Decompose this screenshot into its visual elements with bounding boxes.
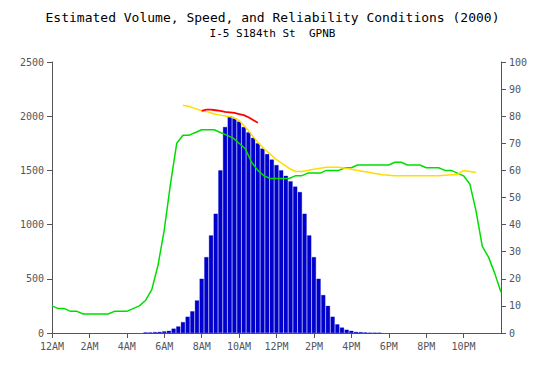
- svg-text:30: 30: [509, 246, 521, 257]
- svg-text:2PM: 2PM: [305, 341, 323, 352]
- svg-text:12PM: 12PM: [264, 341, 288, 352]
- svg-text:50: 50: [509, 192, 521, 203]
- svg-text:10AM: 10AM: [227, 341, 251, 352]
- svg-text:70: 70: [509, 138, 521, 149]
- svg-text:Estimated Volume, Speed, and R: Estimated Volume, Speed, and Reliability…: [46, 10, 500, 25]
- svg-text:60: 60: [509, 165, 521, 176]
- svg-text:0: 0: [38, 328, 44, 339]
- svg-text:80: 80: [509, 111, 521, 122]
- svg-text:6PM: 6PM: [380, 341, 398, 352]
- svg-text:20: 20: [509, 273, 521, 284]
- svg-text:4PM: 4PM: [342, 341, 360, 352]
- svg-text:500: 500: [26, 273, 44, 284]
- svg-text:I-5 S184th St GPNB: I-5 S184th St GPNB: [210, 27, 336, 40]
- svg-text:0: 0: [509, 328, 515, 339]
- svg-text:10: 10: [509, 300, 521, 311]
- svg-text:90: 90: [509, 84, 521, 95]
- svg-text:1500: 1500: [20, 165, 44, 176]
- svg-text:40: 40: [509, 219, 521, 230]
- svg-text:4AM: 4AM: [118, 341, 136, 352]
- svg-text:2500: 2500: [20, 57, 44, 68]
- svg-text:10PM: 10PM: [452, 341, 476, 352]
- svg-text:2AM: 2AM: [80, 341, 98, 352]
- svg-text:2000: 2000: [20, 111, 44, 122]
- svg-text:1000: 1000: [20, 219, 44, 230]
- svg-text:6AM: 6AM: [155, 341, 173, 352]
- svg-text:100: 100: [509, 57, 527, 68]
- svg-text:8AM: 8AM: [193, 341, 211, 352]
- svg-text:12AM: 12AM: [40, 341, 64, 352]
- svg-text:8PM: 8PM: [417, 341, 435, 352]
